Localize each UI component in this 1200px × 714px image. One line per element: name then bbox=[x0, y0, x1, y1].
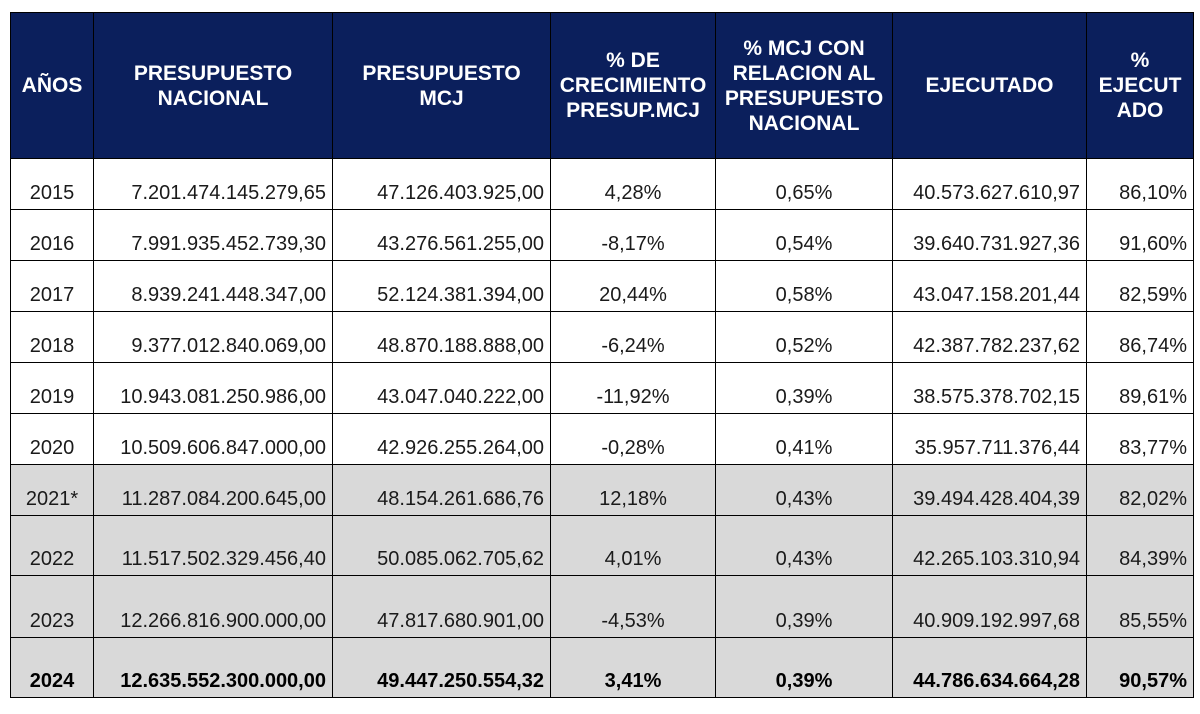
cell-pct-ejecutado: 89,61% bbox=[1086, 362, 1194, 414]
table-row: 2021* 11.287.084.200.645,00 48.154.261.686… bbox=[10, 464, 1194, 516]
cell-ejecutado: 42.387.782.237,62 bbox=[892, 311, 1087, 363]
cell-presupuesto-mcj: 52.124.381.394,00 bbox=[332, 260, 551, 312]
cell-year: 2020 bbox=[10, 413, 94, 465]
header-pct-ejecutado: % EJECUT ADO bbox=[1086, 12, 1194, 159]
cell-presupuesto-nacional: 12.266.816.900.000,00 bbox=[93, 575, 333, 638]
cell-pct-ejecutado: 82,59% bbox=[1086, 260, 1194, 312]
cell-crecimiento: 12,18% bbox=[550, 464, 716, 516]
cell-presupuesto-mcj: 42.926.255.264,00 bbox=[332, 413, 551, 465]
cell-ejecutado: 39.494.428.404,39 bbox=[892, 464, 1087, 516]
table-row: 2019 10.943.081.250.986,00 43.047.040.222,… bbox=[10, 362, 1194, 414]
budget-table: AÑOS PRESUPUESTO NACIONAL PRESUPUESTO MC… bbox=[10, 12, 1194, 698]
cell-ejecutado: 43.047.158.201,44 bbox=[892, 260, 1087, 312]
table-row: 2023 12.266.816.900.000,00 47.817.680.901,… bbox=[10, 575, 1194, 638]
cell-ejecutado: 40.909.192.997,68 bbox=[892, 575, 1087, 638]
cell-crecimiento: -11,92% bbox=[550, 362, 716, 414]
cell-year: 2016 bbox=[10, 209, 94, 261]
cell-crecimiento: -6,24% bbox=[550, 311, 716, 363]
table-row: 2015 7.201.474.145.279,65 47.126.403.925,0… bbox=[10, 158, 1194, 210]
table-row: 2024 12.635.552.300.000,00 49.447.250.554,… bbox=[10, 637, 1194, 698]
cell-crecimiento: -8,17% bbox=[550, 209, 716, 261]
cell-crecimiento: 3,41% bbox=[550, 637, 716, 698]
cell-presupuesto-nacional: 8.939.241.448.347,00 bbox=[93, 260, 333, 312]
cell-presupuesto-mcj: 47.817.680.901,00 bbox=[332, 575, 551, 638]
cell-presupuesto-nacional: 9.377.012.840.069,00 bbox=[93, 311, 333, 363]
table-row: 2016 7.991.935.452.739,30 43.276.561.255,0… bbox=[10, 209, 1194, 261]
cell-presupuesto-nacional: 7.201.474.145.279,65 bbox=[93, 158, 333, 210]
cell-crecimiento: 20,44% bbox=[550, 260, 716, 312]
cell-presupuesto-mcj: 50.085.062.705,62 bbox=[332, 515, 551, 576]
cell-presupuesto-nacional: 12.635.552.300.000,00 bbox=[93, 637, 333, 698]
table-row: 2017 8.939.241.448.347,00 52.124.381.394,0… bbox=[10, 260, 1194, 312]
cell-pct-ejecutado: 84,39% bbox=[1086, 515, 1194, 576]
cell-year: 2015 bbox=[10, 158, 94, 210]
cell-pct-ejecutado: 91,60% bbox=[1086, 209, 1194, 261]
cell-year: 2024 bbox=[10, 637, 94, 698]
cell-relacion: 0,39% bbox=[715, 362, 893, 414]
cell-relacion: 0,65% bbox=[715, 158, 893, 210]
cell-ejecutado: 40.573.627.610,97 bbox=[892, 158, 1087, 210]
cell-ejecutado: 39.640.731.927,36 bbox=[892, 209, 1087, 261]
cell-presupuesto-nacional: 10.509.606.847.000,00 bbox=[93, 413, 333, 465]
cell-pct-ejecutado: 83,77% bbox=[1086, 413, 1194, 465]
header-anos: AÑOS bbox=[10, 12, 94, 159]
cell-year: 2022 bbox=[10, 515, 94, 576]
cell-ejecutado: 44.786.634.664,28 bbox=[892, 637, 1087, 698]
cell-relacion: 0,54% bbox=[715, 209, 893, 261]
header-crecimiento: % DE CRECIMIENTO PRESUP.MCJ bbox=[550, 12, 716, 159]
cell-presupuesto-nacional: 10.943.081.250.986,00 bbox=[93, 362, 333, 414]
cell-pct-ejecutado: 90,57% bbox=[1086, 637, 1194, 698]
header-relacion: % MCJ CON RELACION AL PRESUPUESTO NACION… bbox=[715, 12, 893, 159]
header-presupuesto-nacional: PRESUPUESTO NACIONAL bbox=[93, 12, 333, 159]
cell-year: 2021* bbox=[10, 464, 94, 516]
cell-presupuesto-mcj: 43.276.561.255,00 bbox=[332, 209, 551, 261]
cell-presupuesto-nacional: 11.287.084.200.645,00 bbox=[93, 464, 333, 516]
cell-crecimiento: -0,28% bbox=[550, 413, 716, 465]
cell-presupuesto-mcj: 43.047.040.222,00 bbox=[332, 362, 551, 414]
table-row: 2022 11.517.502.329.456,40 50.085.062.705,… bbox=[10, 515, 1194, 576]
cell-pct-ejecutado: 82,02% bbox=[1086, 464, 1194, 516]
cell-year: 2018 bbox=[10, 311, 94, 363]
cell-relacion: 0,39% bbox=[715, 575, 893, 638]
cell-presupuesto-nacional: 11.517.502.329.456,40 bbox=[93, 515, 333, 576]
cell-relacion: 0,39% bbox=[715, 637, 893, 698]
cell-year: 2017 bbox=[10, 260, 94, 312]
cell-ejecutado: 38.575.378.702,15 bbox=[892, 362, 1087, 414]
cell-relacion: 0,43% bbox=[715, 464, 893, 516]
cell-crecimiento: 4,01% bbox=[550, 515, 716, 576]
cell-relacion: 0,52% bbox=[715, 311, 893, 363]
cell-ejecutado: 42.265.103.310,94 bbox=[892, 515, 1087, 576]
cell-ejecutado: 35.957.711.376,44 bbox=[892, 413, 1087, 465]
cell-pct-ejecutado: 86,74% bbox=[1086, 311, 1194, 363]
header-ejecutado: EJECUTADO bbox=[892, 12, 1087, 159]
budget-table-container: AÑOS PRESUPUESTO NACIONAL PRESUPUESTO MC… bbox=[10, 12, 1194, 698]
table-row: 2020 10.509.606.847.000,00 42.926.255.264,… bbox=[10, 413, 1194, 465]
cell-relacion: 0,58% bbox=[715, 260, 893, 312]
table-row: 2018 9.377.012.840.069,00 48.870.188.888,0… bbox=[10, 311, 1194, 363]
cell-year: 2023 bbox=[10, 575, 94, 638]
cell-presupuesto-mcj: 47.126.403.925,00 bbox=[332, 158, 551, 210]
cell-pct-ejecutado: 86,10% bbox=[1086, 158, 1194, 210]
cell-crecimiento: -4,53% bbox=[550, 575, 716, 638]
cell-presupuesto-mcj: 48.154.261.686,76 bbox=[332, 464, 551, 516]
cell-pct-ejecutado: 85,55% bbox=[1086, 575, 1194, 638]
cell-presupuesto-nacional: 7.991.935.452.739,30 bbox=[93, 209, 333, 261]
cell-crecimiento: 4,28% bbox=[550, 158, 716, 210]
header-presupuesto-mcj: PRESUPUESTO MCJ bbox=[332, 12, 551, 159]
cell-relacion: 0,41% bbox=[715, 413, 893, 465]
cell-presupuesto-mcj: 48.870.188.888,00 bbox=[332, 311, 551, 363]
cell-relacion: 0,43% bbox=[715, 515, 893, 576]
cell-year: 2019 bbox=[10, 362, 94, 414]
cell-presupuesto-mcj: 49.447.250.554,32 bbox=[332, 637, 551, 698]
header-row: AÑOS PRESUPUESTO NACIONAL PRESUPUESTO MC… bbox=[10, 12, 1194, 159]
